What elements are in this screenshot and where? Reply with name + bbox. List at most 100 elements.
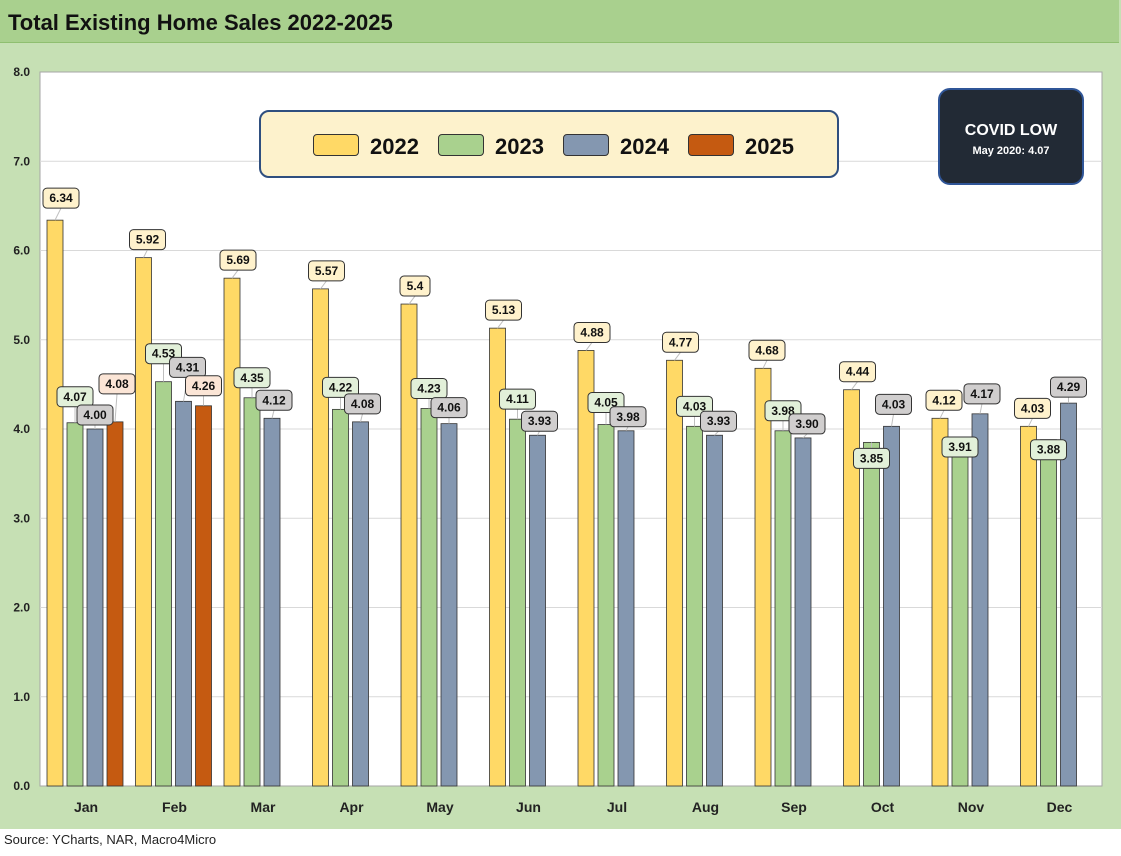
data-label: 4.06	[437, 401, 461, 415]
data-label-leader	[54, 207, 62, 221]
bar-2023-dec	[1040, 439, 1057, 787]
data-label: 5.92	[136, 233, 160, 247]
x-tick-label: Oct	[871, 799, 895, 815]
data-label: 4.29	[1057, 380, 1081, 394]
data-label: 5.69	[226, 253, 250, 267]
data-label-box	[853, 447, 890, 469]
bar-2023-mar	[243, 397, 261, 787]
y-tick-label: 3.0	[13, 511, 30, 525]
data-label: 4.53	[152, 347, 176, 361]
data-label-leader	[497, 319, 504, 329]
data-label: 4.22	[329, 380, 353, 394]
data-label: 3.98	[771, 404, 795, 418]
data-label-box	[963, 383, 1001, 405]
data-label: 4.08	[105, 377, 129, 391]
bar-2024-may	[440, 423, 458, 787]
bar-2024-feb	[175, 400, 192, 787]
x-tick-label: Mar	[251, 799, 276, 815]
data-label: 4.77	[669, 335, 693, 349]
data-label: 4.07	[63, 390, 87, 404]
data-label-box	[700, 410, 737, 432]
legend-swatch-2023	[438, 134, 484, 156]
data-label-box	[410, 377, 448, 399]
data-label-box	[322, 376, 359, 398]
data-label: 4.11	[506, 392, 529, 406]
bar-2024-jul	[617, 430, 635, 787]
data-label: 4.44	[846, 365, 870, 379]
data-label: 4.12	[262, 393, 286, 407]
data-label-box	[308, 260, 345, 282]
data-label: 3.91	[948, 440, 972, 454]
bar-2023-apr	[332, 408, 349, 787]
data-label-leader	[939, 410, 945, 419]
bar-2024-jan	[86, 428, 104, 787]
legend-label-2023: 2023	[495, 134, 544, 159]
bar-2024-mar	[263, 417, 281, 787]
data-label-leader	[851, 381, 858, 391]
data-label-box	[1050, 376, 1087, 398]
bar-2022-mar	[223, 277, 241, 787]
data-label-leader	[979, 403, 983, 414]
data-label: 4.00	[83, 408, 107, 422]
legend-label-2025: 2025	[745, 134, 794, 159]
data-label-leader	[143, 249, 148, 258]
data-label-box	[430, 397, 468, 419]
data-label-leader	[802, 433, 808, 439]
data-label-leader	[674, 351, 681, 361]
bar-2023-oct	[863, 441, 880, 787]
legend-label-2024: 2024	[620, 134, 669, 159]
bar-2023-aug	[686, 425, 703, 787]
y-tick-label: 0.0	[13, 779, 30, 793]
data-label: 3.88	[1037, 443, 1061, 457]
data-label-leader	[762, 360, 768, 369]
y-tick-label: 8.0	[13, 65, 30, 79]
bar-2022-sep	[754, 367, 772, 787]
bar-2023-feb	[155, 381, 172, 787]
data-label-box	[56, 386, 94, 408]
data-label-leader	[231, 269, 239, 279]
covid-title: COVID LOW	[964, 122, 1058, 139]
data-label-box	[875, 393, 912, 415]
data-label-box	[255, 389, 293, 411]
data-label: 5.4	[407, 279, 424, 293]
bar-2025-feb	[195, 405, 212, 787]
data-label: 4.08	[351, 397, 375, 411]
data-label-box	[485, 299, 522, 321]
data-label-box	[76, 404, 114, 426]
data-label-box	[748, 339, 786, 361]
bar-chart: 0.0 1.0 2.0 3.0 4.0 5.0 6.0 7.0 8.0 Jan Feb Mar Apr M…	[13, 65, 1103, 815]
x-tick-label: Apr	[339, 799, 364, 815]
bar-2022-nov	[931, 417, 949, 787]
x-tick-label: May	[426, 799, 453, 815]
bar-2023-may	[420, 408, 438, 787]
data-label-leader	[408, 295, 416, 305]
y-tick-label: 7.0	[13, 154, 30, 168]
data-label: 4.68	[755, 343, 779, 357]
legend-swatch-2025	[688, 134, 734, 156]
data-label-leader	[114, 393, 118, 422]
data-label: 4.31	[176, 360, 200, 374]
covid-low-callout: COVID LOW May 2020: 4.07	[938, 88, 1084, 185]
data-label: 4.88	[580, 325, 604, 339]
data-label-box	[941, 436, 979, 458]
data-label-leader	[714, 430, 719, 436]
data-label-leader	[1028, 418, 1033, 427]
data-label: 4.03	[683, 399, 707, 413]
data-label-leader	[320, 280, 327, 290]
data-label-leader	[360, 413, 363, 422]
data-label: 3.85	[860, 451, 884, 465]
bar-2024-aug	[706, 434, 723, 787]
bar-2022-jan	[46, 219, 64, 787]
x-tick-label: Aug	[692, 799, 719, 815]
data-label-box	[399, 275, 431, 297]
bar-2022-may	[400, 303, 418, 787]
chart-title: Total Existing Home Sales 2022-2025	[8, 10, 393, 35]
x-tick-label: Nov	[958, 799, 985, 815]
data-label-box	[499, 388, 536, 410]
data-label: 3.98	[616, 410, 640, 424]
data-label-box	[219, 249, 257, 271]
data-label: 4.03	[1021, 401, 1045, 415]
data-label-box	[344, 393, 381, 415]
data-label: 5.57	[315, 264, 339, 278]
data-label: 3.90	[795, 417, 819, 431]
